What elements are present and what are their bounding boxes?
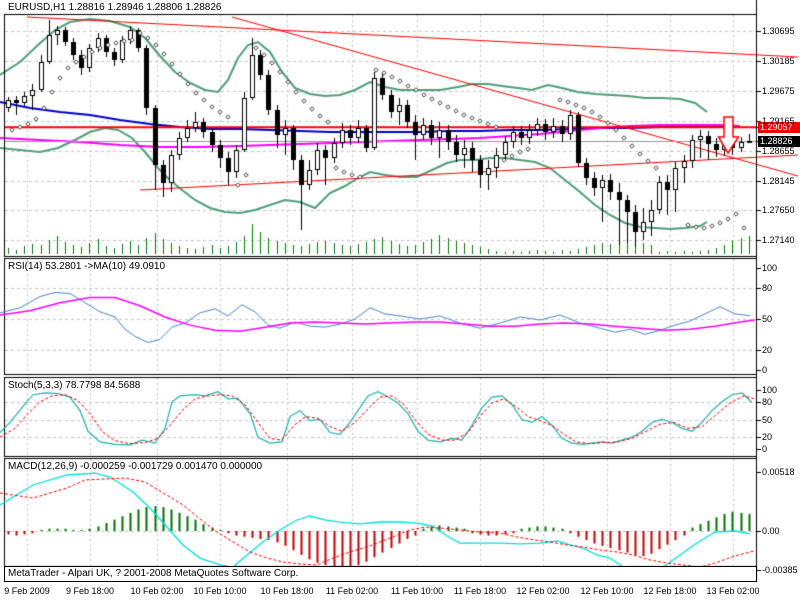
rsi-axis-label: 20 <box>762 344 773 355</box>
time-axis-label: 9 Feb 2009 <box>4 586 50 596</box>
main-price-axis-label: 1.28655 <box>762 146 795 156</box>
chart-symbol-title: EURUSD,H1 1.28816 1.28946 1.28806 1.2882… <box>8 2 222 13</box>
rsi-axis-label: 80 <box>762 283 773 294</box>
stoch-axis-label: 0 <box>762 444 768 454</box>
time-axis-label: 10 Feb 18:00 <box>260 586 314 596</box>
main-price-axis-label: 1.28145 <box>762 176 795 186</box>
stoch-axis-label: 80 <box>762 396 773 407</box>
price-level-badge: 1.29057 <box>758 122 800 133</box>
rsi-axis-label: 0 <box>762 365 768 375</box>
macd-axis-label: 0.00 <box>762 526 780 536</box>
main-price-axis-label: 1.30185 <box>762 56 795 66</box>
stoch-axis-label: 20 <box>762 432 773 443</box>
stoch-axis-label: 100 <box>762 385 778 395</box>
copyright-text: MetaTrader - Alpari UK, ? 2001-2008 Meta… <box>8 568 299 579</box>
stoch-indicator-label: Stoch(5,3,3) 78.7798 84.5688 <box>8 380 141 391</box>
time-axis-label: 10 Feb 02:00 <box>130 586 184 596</box>
time-axis-label: 12 Feb 10:00 <box>580 586 634 596</box>
current-price-badge: 1.28826 <box>758 136 800 147</box>
time-axis-label: 12 Feb 18:00 <box>643 586 697 596</box>
macd-indicator-label: MACD(12,26,9) -0.000259 -0.001729 0.0014… <box>8 461 263 472</box>
main-price-axis-label: 1.27650 <box>762 205 795 216</box>
main-price-axis-label: 1.29165 <box>762 116 795 126</box>
time-axis-label: 9 Feb 18:00 <box>65 586 115 596</box>
status-bar: MetaTrader - Alpari UK, ? 2001-2008 Meta… <box>4 566 757 582</box>
rsi-indicator-label: RSI(14) 53.2801 ->MA(10) 49.0910 <box>8 261 166 272</box>
time-axis-label: 13 Feb 02:00 <box>706 586 760 596</box>
time-axis-label: 12 Feb 02:00 <box>516 586 570 596</box>
time-axis-label: 11 Feb 10:00 <box>390 586 444 596</box>
macd-axis-label: -0.00385 <box>762 565 798 575</box>
main-price-axis-label: 1.27140 <box>762 235 795 246</box>
time-axis-label: 10 Feb 10:00 <box>193 586 247 596</box>
main-price-axis-label: 1.29675 <box>762 86 795 96</box>
rsi-axis-label: 50 <box>762 314 773 324</box>
macd-axis-label: 0.00518 <box>762 467 795 478</box>
rsi-axis-label: 100 <box>762 263 778 273</box>
time-axis-label: 11 Feb 02:00 <box>325 586 379 596</box>
main-price-axis-label: 1.30695 <box>762 26 795 36</box>
time-axis-label: 11 Feb 18:00 <box>453 586 507 596</box>
stoch-axis-label: 50 <box>762 414 773 425</box>
